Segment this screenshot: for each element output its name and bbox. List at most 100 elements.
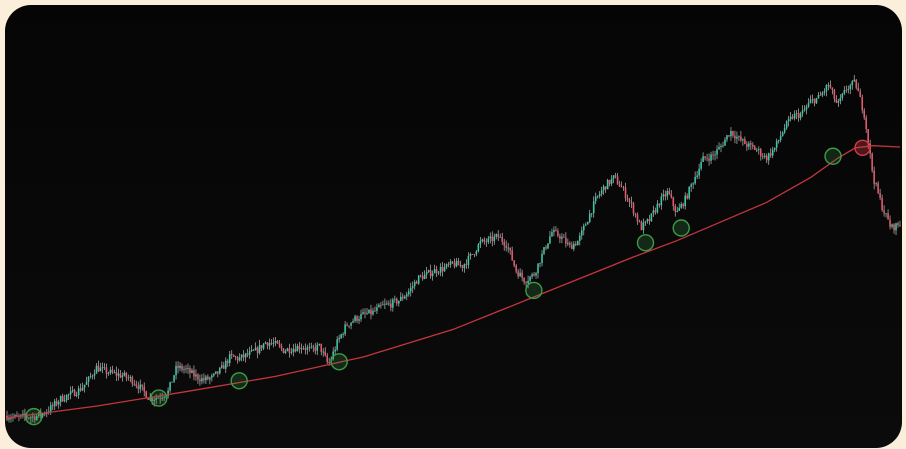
candle-body-down xyxy=(374,310,376,312)
candle xyxy=(115,366,118,382)
candle-body-down xyxy=(147,398,150,400)
candle-body-up xyxy=(75,395,78,396)
candle xyxy=(805,104,808,115)
candle-body-up xyxy=(382,304,384,306)
candle xyxy=(242,350,245,362)
candle xyxy=(748,141,750,150)
candle xyxy=(173,374,175,383)
candle xyxy=(636,212,639,225)
candle-body-down xyxy=(246,353,249,355)
candle-body-down xyxy=(545,247,547,249)
candle xyxy=(356,315,358,324)
candle xyxy=(795,109,798,120)
candle xyxy=(773,147,776,153)
candle-body-down xyxy=(620,186,623,188)
candle xyxy=(91,374,94,380)
candle-body-down xyxy=(759,149,762,157)
candle xyxy=(833,88,836,103)
candle-body-up xyxy=(129,377,132,379)
candle-body-down xyxy=(614,175,617,177)
candle-body-up xyxy=(885,213,887,215)
candle-body-up xyxy=(358,319,360,321)
candle xyxy=(765,153,768,164)
candle-body-up xyxy=(340,334,342,338)
candle-body-down xyxy=(674,205,677,212)
support-touch-marker xyxy=(525,281,543,300)
candle-body-down xyxy=(230,353,233,355)
candle-body-up xyxy=(487,238,490,243)
candle xyxy=(769,148,772,158)
candle-body-up xyxy=(342,334,344,335)
candle xyxy=(407,288,410,297)
candle-body-down xyxy=(429,270,432,277)
candle xyxy=(127,374,130,381)
candle xyxy=(384,298,386,310)
candle-body-up xyxy=(553,230,555,233)
candle-body-down xyxy=(320,343,323,353)
candle-body-up xyxy=(771,149,774,156)
candle xyxy=(712,150,714,160)
candle xyxy=(300,343,303,354)
candle-body-down xyxy=(51,405,54,407)
candle xyxy=(565,232,567,248)
candle xyxy=(348,325,350,329)
candle xyxy=(819,91,822,96)
candle xyxy=(644,220,647,226)
candle xyxy=(386,300,388,306)
candle-body-up xyxy=(787,119,790,122)
candle xyxy=(179,362,181,372)
candle xyxy=(51,402,54,410)
candle-body-down xyxy=(575,243,577,246)
candle-body-down xyxy=(177,365,179,369)
candle xyxy=(549,231,551,245)
candle-body-up xyxy=(692,183,694,185)
candle xyxy=(704,156,706,161)
candle xyxy=(207,374,209,381)
candle-body-up xyxy=(205,376,207,381)
candle-body-up xyxy=(495,234,498,237)
candle-body-down xyxy=(55,401,58,405)
candle-body-up xyxy=(394,298,396,300)
candle-body-up xyxy=(332,351,334,360)
candle xyxy=(398,300,400,307)
candle-body-down xyxy=(648,219,651,222)
support-touch-marker xyxy=(330,353,348,371)
candle-body-up xyxy=(652,210,655,214)
candle xyxy=(97,360,100,372)
candle-body-down xyxy=(877,183,879,194)
candle-body-down xyxy=(734,135,736,139)
candle xyxy=(439,263,442,277)
candle xyxy=(602,184,605,195)
candle-body-up xyxy=(405,294,408,297)
candle xyxy=(742,138,744,146)
candle xyxy=(308,342,311,352)
candle-body-up xyxy=(248,351,251,355)
candle xyxy=(551,228,553,238)
candle-body-down xyxy=(314,347,317,351)
candle xyxy=(861,94,864,114)
candle xyxy=(240,354,243,362)
candle xyxy=(557,228,559,238)
candle-body-down xyxy=(131,377,134,384)
candle-body-up xyxy=(602,186,605,191)
candle xyxy=(449,259,452,268)
candle-body-up xyxy=(684,195,687,207)
candle-body-down xyxy=(485,241,488,243)
candle-body-down xyxy=(256,347,259,354)
candle-body-down xyxy=(234,356,237,358)
candle xyxy=(744,136,746,145)
candle xyxy=(634,212,637,218)
candle xyxy=(453,258,456,269)
candle-body-down xyxy=(73,390,76,396)
candle-body-up xyxy=(407,291,410,295)
candle-body-up xyxy=(578,235,581,241)
candle xyxy=(270,339,273,346)
candle-body-down xyxy=(324,351,327,356)
candle xyxy=(159,393,161,404)
candle xyxy=(376,303,378,315)
candle xyxy=(28,416,30,420)
candle xyxy=(57,399,60,409)
candle-body-up xyxy=(455,260,458,267)
candle-body-down xyxy=(119,373,122,378)
candle xyxy=(380,302,382,309)
